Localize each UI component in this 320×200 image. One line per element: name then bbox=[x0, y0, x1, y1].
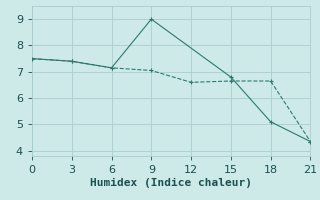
X-axis label: Humidex (Indice chaleur): Humidex (Indice chaleur) bbox=[90, 178, 252, 188]
